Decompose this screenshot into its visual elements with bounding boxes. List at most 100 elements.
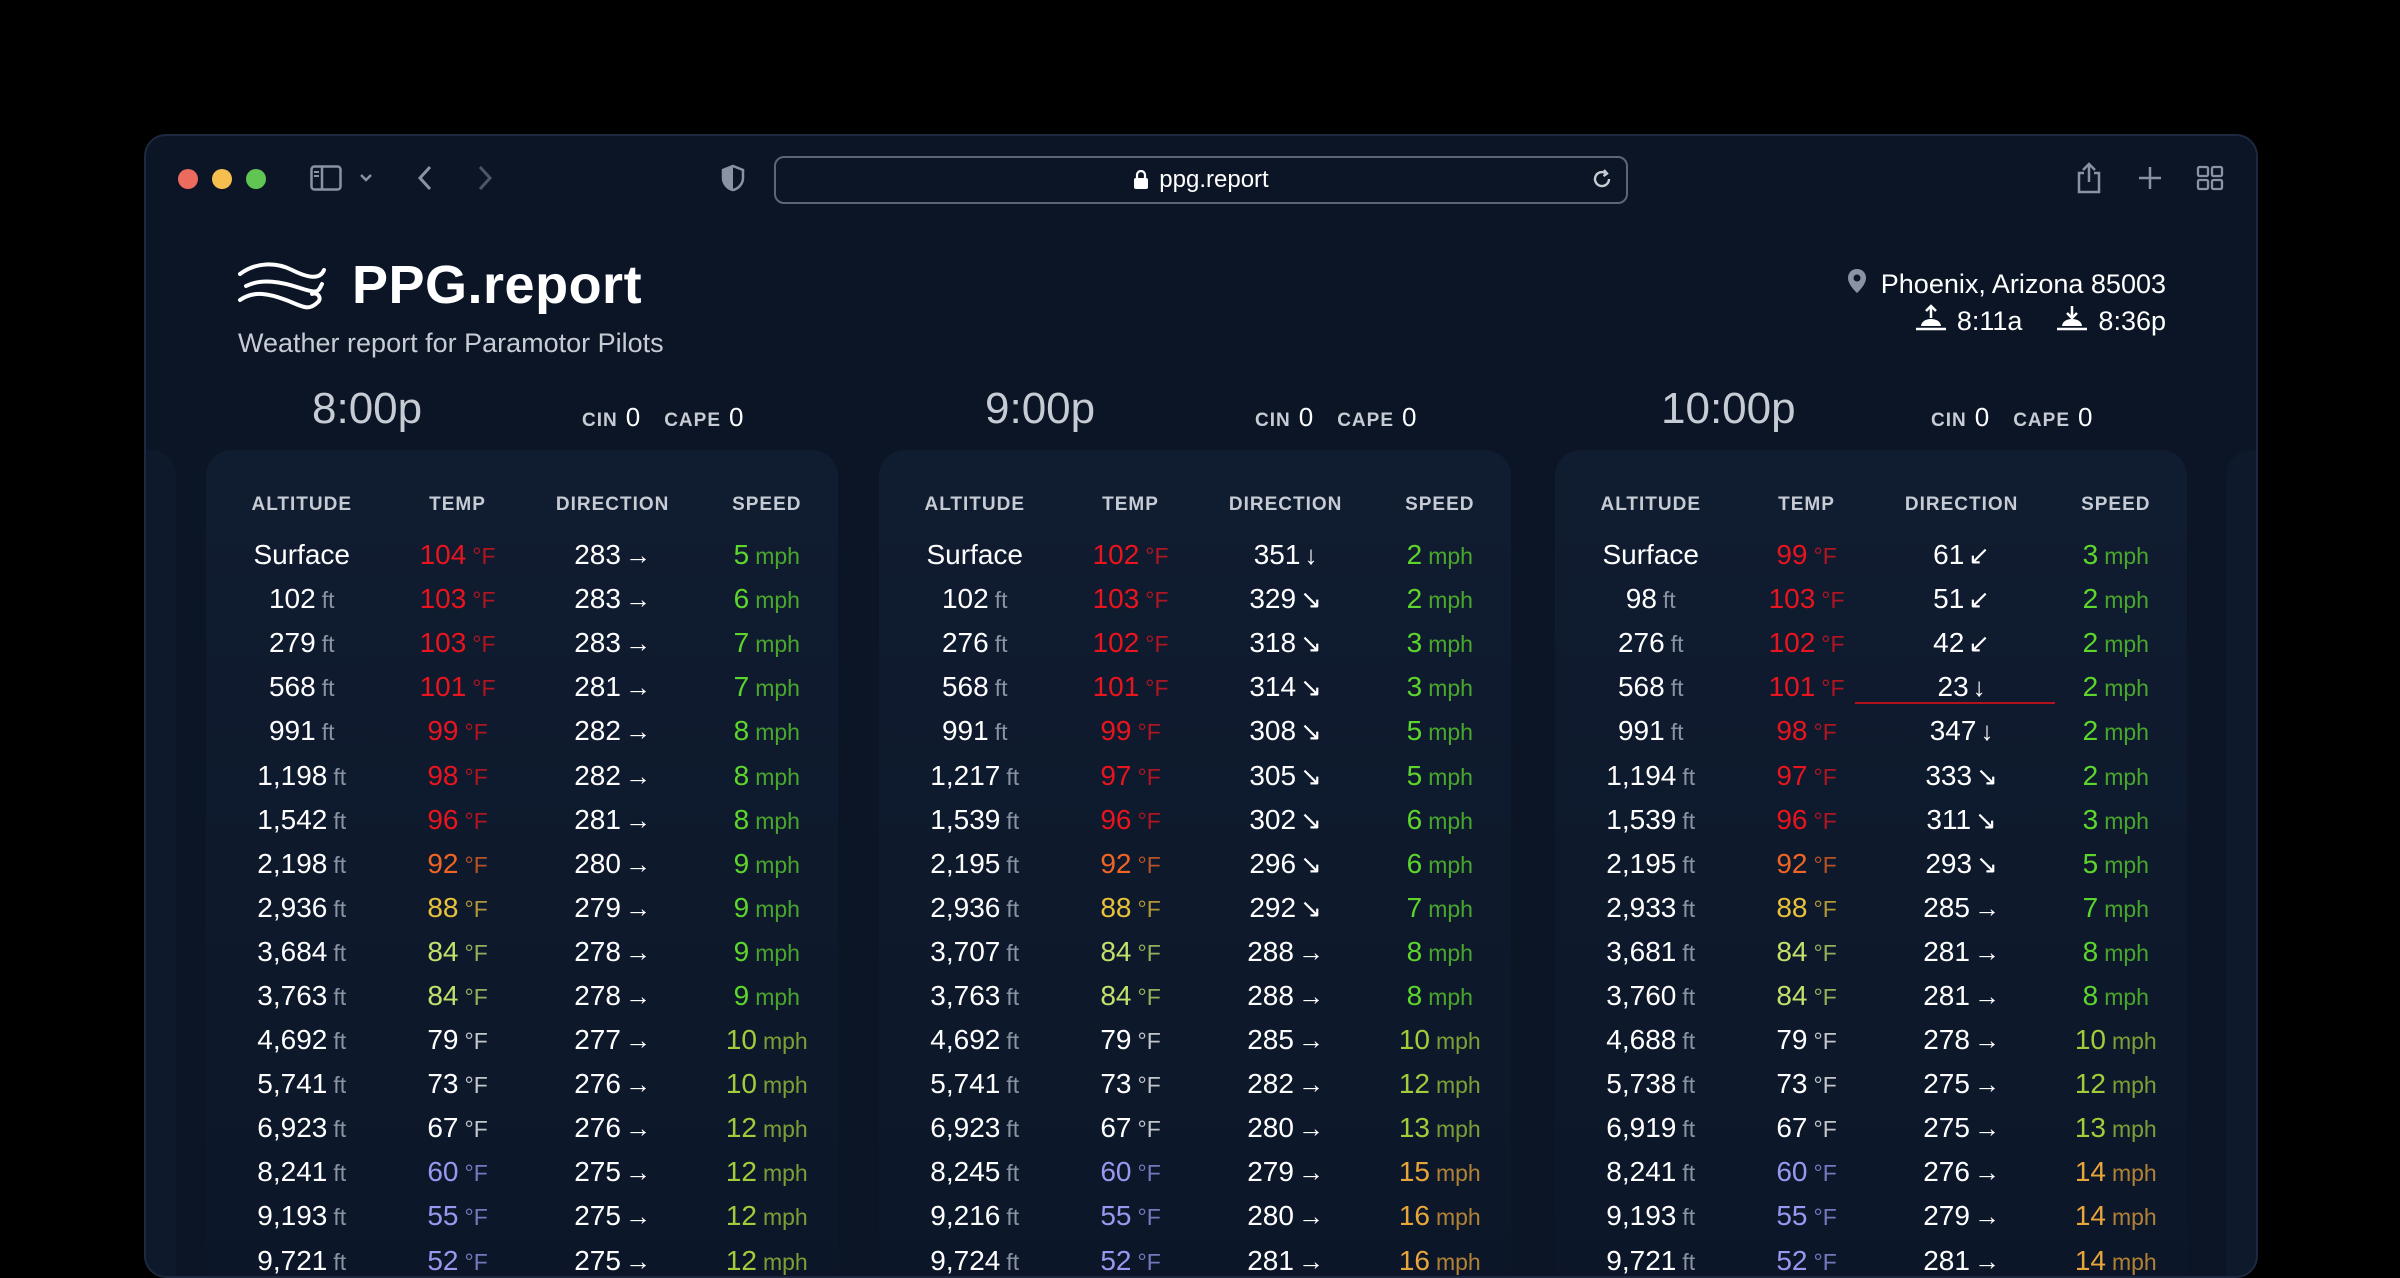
temp-value: 79	[1100, 1024, 1131, 1055]
unit-fahrenheit: °F	[465, 808, 488, 834]
temp-cell: 99°F	[391, 709, 523, 753]
altitude-value: 3,760	[1606, 980, 1676, 1011]
temp-value: 104	[420, 539, 467, 570]
altitude-value: 6,923	[257, 1112, 327, 1143]
temp-cell: 60°F	[391, 1150, 523, 1194]
temp-value: 103	[420, 583, 467, 614]
cape-label: CAPE	[1337, 410, 1394, 431]
new-tab-icon[interactable]	[2134, 160, 2166, 196]
direction-value: 308	[1249, 715, 1296, 746]
privacy-shield-icon[interactable]	[718, 160, 748, 196]
cape-label: CAPE	[664, 410, 721, 431]
unit-fahrenheit: °F	[1814, 984, 1837, 1010]
wind-arrow-icon: ↙	[1968, 540, 1990, 571]
share-icon[interactable]	[2072, 160, 2106, 196]
temp-cell: 92 °F	[1740, 842, 1872, 886]
wind-logo-icon[interactable]	[236, 260, 328, 321]
site-title[interactable]: PPG.report	[352, 254, 642, 316]
speed-value: 5	[1407, 715, 1423, 746]
direction-value: 279	[1923, 1200, 1970, 1231]
direction-cell: 282→	[1197, 1062, 1375, 1106]
wind-arrow-icon: →	[625, 893, 651, 924]
wind-arrow-icon: →	[625, 805, 651, 836]
tab-overview-icon[interactable]	[2194, 160, 2226, 196]
cape-label: CAPE	[2013, 410, 2070, 431]
unit-fahrenheit: °F	[1814, 1072, 1837, 1098]
temp-cell: 79°F	[1740, 1018, 1872, 1062]
unit-fahrenheit: °F	[1814, 764, 1837, 790]
previous-forecast-card-edge[interactable]	[146, 450, 176, 1278]
close-window-button[interactable]	[178, 169, 198, 189]
unit-mph: mph	[755, 764, 800, 790]
site-header: PPG.report Weather report for Paramotor …	[146, 220, 2256, 380]
direction-cell: 281→	[1873, 930, 2051, 974]
unit-mph: mph	[2104, 587, 2149, 613]
direction-value: 281	[1923, 1245, 1970, 1276]
temp-value: 92	[1776, 848, 1807, 879]
unit-fahrenheit: °F	[1145, 631, 1168, 657]
temp-cell: 103°F	[391, 577, 523, 621]
temp-cell: 99°F	[1740, 533, 1872, 577]
unit-fahrenheit: °F	[1814, 852, 1837, 878]
sidebar-toggle-icon[interactable]	[306, 160, 346, 196]
location[interactable]: Phoenix, Arizona 85003	[1847, 268, 2166, 301]
unit-ft: ft	[995, 587, 1008, 613]
zoom-window-button[interactable]	[246, 169, 266, 189]
speed-value: 6	[734, 583, 750, 614]
wind-arrow-icon: ↓	[1973, 672, 1986, 703]
direction-cell: 275→	[1873, 1106, 2051, 1150]
altitude-header: ALTITUDE	[1561, 450, 1740, 533]
altitude-header: ALTITUDE	[212, 450, 391, 533]
unit-fahrenheit: °F	[1814, 808, 1837, 834]
speed-value: 12	[2075, 1068, 2106, 1099]
reload-icon[interactable]	[1590, 167, 1614, 196]
temp-cell: 60°F	[1064, 1150, 1196, 1194]
chevron-down-icon[interactable]	[356, 160, 376, 196]
unit-mph: mph	[755, 587, 800, 613]
back-icon[interactable]	[412, 160, 438, 196]
unit-mph: mph	[1436, 1204, 1481, 1230]
speed-value: 13	[2075, 1112, 2106, 1143]
unit-ft: ft	[333, 1160, 346, 1186]
unit-fahrenheit: °F	[1138, 1160, 1161, 1186]
minimize-window-button[interactable]	[212, 169, 232, 189]
forward-icon[interactable]	[472, 160, 498, 196]
direction-value: 283	[574, 583, 621, 614]
wind-arrow-icon: →	[1974, 1157, 2000, 1188]
wind-arrow-icon: ↘	[1976, 849, 1998, 880]
direction-value: 288	[1247, 936, 1294, 967]
altitude-value: 1,542	[257, 804, 327, 835]
speed-value: 8	[1407, 936, 1423, 967]
unit-mph: mph	[1436, 1160, 1481, 1186]
unit-fahrenheit: °F	[465, 1028, 488, 1054]
altitude-value: 1,539	[1606, 804, 1676, 835]
temp-value: 84	[427, 936, 458, 967]
unit-ft: ft	[333, 1116, 346, 1142]
direction-cell: 275→	[524, 1194, 702, 1238]
wind-arrow-icon: →	[625, 628, 651, 659]
next-forecast-card-edge[interactable]	[2226, 450, 2256, 1278]
direction-cell: 280→	[1197, 1194, 1375, 1238]
speed-value: 10	[1399, 1024, 1430, 1055]
address-bar[interactable]: ppg.report	[774, 156, 1628, 204]
speed-value: 9	[734, 892, 750, 923]
direction-value: 292	[1249, 892, 1296, 923]
altitude-value: 5,741	[930, 1068, 1000, 1099]
sunset-time: 8:36p	[2098, 306, 2166, 337]
altitude-cell: Surface	[212, 533, 391, 577]
wind-arrow-icon: ↘	[1300, 893, 1322, 924]
direction-value: 285	[1923, 892, 1970, 923]
